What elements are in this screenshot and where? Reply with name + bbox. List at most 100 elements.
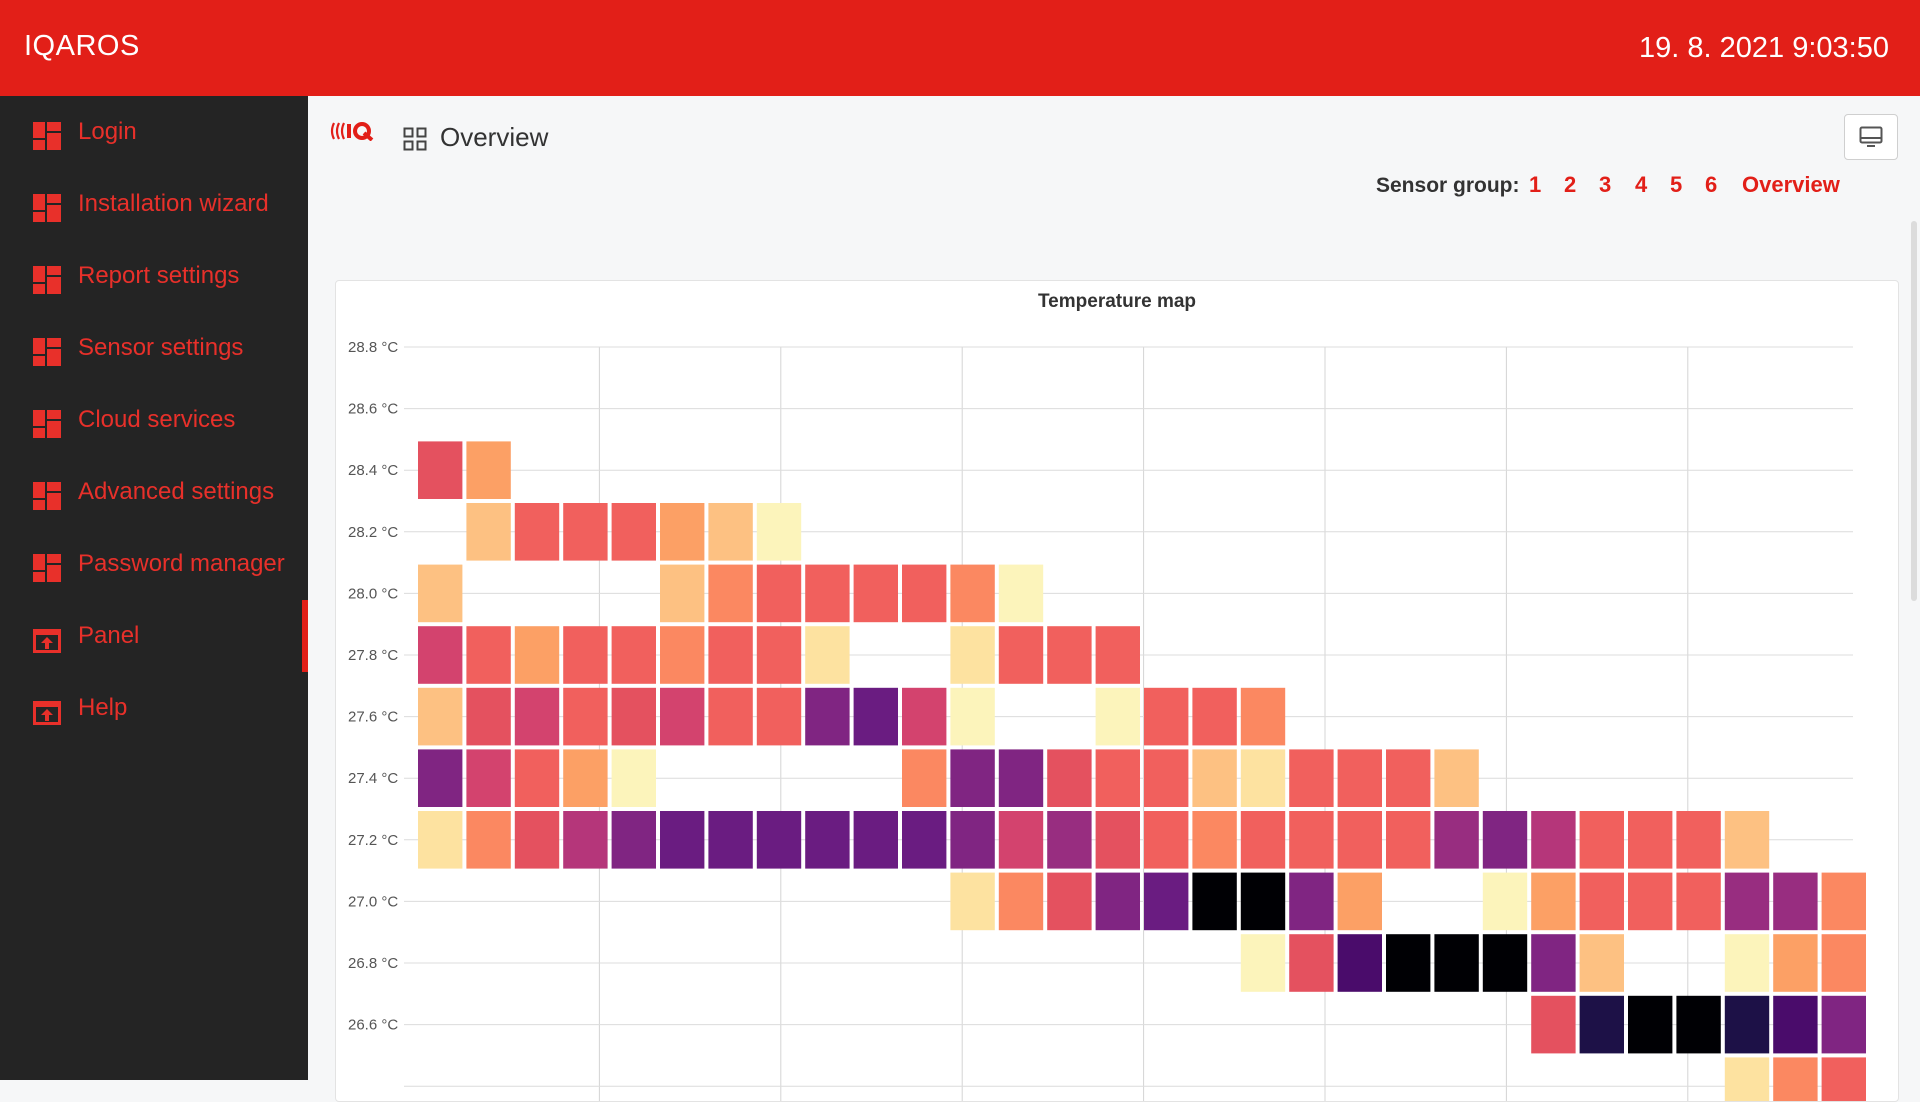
heatmap-cell — [611, 626, 656, 684]
sidebar-item-label: Sensor settings — [78, 334, 244, 361]
heatmap-cell — [1192, 749, 1237, 807]
active-indicator — [302, 600, 308, 672]
sensor-group-link-2[interactable]: 2 — [1564, 172, 1577, 197]
heatmap-cell — [1434, 749, 1479, 807]
sidebar-item-label: Login — [78, 118, 137, 145]
heatmap-cell — [1676, 872, 1721, 931]
heatmap-cell — [1337, 872, 1382, 931]
heatmap-cell — [1337, 934, 1382, 992]
heatmap-cell — [1773, 995, 1818, 1054]
heatmap-cell — [950, 749, 995, 807]
dashboard-icon — [33, 266, 61, 294]
heatmap-cell — [853, 811, 898, 869]
chart-title: Temperature map — [1037, 291, 1197, 312]
sidebar-item-advanced-settings[interactable]: Advanced settings — [0, 456, 308, 528]
heatmap-cell — [660, 811, 705, 869]
heatmap-cell — [1821, 934, 1866, 992]
y-tick-label: 27.4 °C — [348, 770, 398, 787]
heatmap-cell — [1337, 811, 1382, 869]
heatmap-cell — [1821, 872, 1866, 931]
heatmap-cell — [418, 626, 463, 684]
heatmap-cell — [418, 811, 463, 869]
heatmap-cell — [1240, 934, 1286, 992]
heatmap-cell — [1144, 749, 1189, 807]
heatmap-cell — [514, 503, 560, 561]
heatmap-cell — [1773, 934, 1818, 992]
heatmap-cell — [1095, 872, 1140, 931]
y-tick-label: 28.6 °C — [348, 401, 398, 418]
heatmap-cell — [998, 564, 1044, 623]
sidebar-item-sensor-settings[interactable]: Sensor settings — [0, 312, 308, 384]
heatmap-cell — [466, 749, 511, 807]
heatmap-cell — [1047, 626, 1092, 684]
sidebar-item-report-settings[interactable]: Report settings — [0, 240, 308, 312]
sidebar-item-label: Report settings — [78, 262, 240, 289]
heatmap-cell — [1289, 749, 1334, 807]
heatmap-cell — [1337, 749, 1382, 807]
heatmap-cell — [1821, 995, 1866, 1054]
dashboard-icon — [33, 482, 61, 510]
heatmap-cell — [756, 811, 802, 869]
sidebar-item-login[interactable]: Login — [0, 96, 308, 168]
heatmap-cell — [950, 564, 995, 623]
heatmap-cell — [563, 503, 608, 561]
main-content: Overview Sensor group: 1 2 3 4 5 6 Overv… — [308, 96, 1920, 1102]
heatmap-cell — [998, 811, 1044, 869]
heatmap-cell — [998, 749, 1044, 807]
heatmap-cell — [1482, 872, 1528, 931]
heatmap-cell — [1047, 749, 1092, 807]
sidebar-item-help[interactable]: Help — [0, 672, 308, 744]
sidebar-item-panel[interactable]: Panel — [0, 600, 308, 672]
scrollbar[interactable] — [1911, 221, 1917, 601]
heatmap-cell — [1047, 872, 1092, 931]
sidebar-item-password-manager[interactable]: Password manager — [0, 528, 308, 600]
heatmap-cell — [1724, 872, 1770, 931]
heatmap-cell — [1579, 934, 1624, 992]
heatmap-cell — [660, 564, 705, 623]
heatmap-cell — [708, 564, 753, 623]
monitor-button[interactable] — [1844, 114, 1898, 160]
heatmap-cell — [853, 687, 898, 746]
temperature-heatmap: 28.8 °C 28.6 °C 28.4 °C 28.2 °C 28.0 °C 27.8 … — [348, 339, 1866, 1101]
sensor-group-link-5[interactable]: 5 — [1670, 172, 1683, 197]
heatmap-cell — [1047, 811, 1092, 869]
heatmap-cell — [1724, 934, 1770, 992]
sidebar-item-label: Help — [78, 694, 128, 721]
heatmap-cell — [1724, 1057, 1770, 1101]
top-bar: IQAROS 19. 8. 2021 9:03:50 — [0, 0, 1920, 96]
heatmap-cell — [466, 687, 511, 746]
sensor-group-link-1[interactable]: 1 — [1529, 172, 1542, 197]
heatmap-cell — [1434, 934, 1479, 992]
dashboard-icon — [33, 122, 61, 150]
dashboard-icon — [33, 410, 61, 438]
heatmap-cell — [950, 872, 995, 931]
heatmap-cell — [1289, 872, 1334, 931]
heatmap-cell — [1192, 872, 1237, 931]
heatmap-cell — [805, 564, 850, 623]
heatmap-cell — [418, 564, 463, 623]
sidebar-item-cloud-services[interactable]: Cloud services — [0, 384, 308, 456]
heatmap-cell — [611, 749, 656, 807]
sensor-group-link-4[interactable]: 4 — [1635, 172, 1648, 197]
heatmap-cell — [1531, 934, 1576, 992]
sensor-group-link-overview[interactable]: Overview — [1742, 172, 1840, 197]
panel-icon — [33, 701, 61, 725]
heatmap-cell — [1773, 1057, 1818, 1101]
heatmap-cell — [514, 626, 560, 684]
sensor-group-link-3[interactable]: 3 — [1599, 172, 1612, 197]
heatmap-cell — [1531, 995, 1576, 1054]
heatmap-cell — [660, 503, 705, 561]
sensor-group-link-6[interactable]: 6 — [1705, 172, 1718, 197]
heatmap-cell — [1724, 995, 1770, 1054]
heatmap-cell — [708, 626, 753, 684]
grid-icon — [403, 127, 427, 151]
heatmap-cell — [950, 626, 995, 684]
heatmap-cell — [514, 811, 560, 869]
heatmap-cell — [1144, 687, 1189, 746]
heatmap-cell — [1579, 811, 1624, 869]
y-tick-label: 27.6 °C — [348, 709, 398, 726]
sidebar-item-installation-wizard[interactable]: Installation wizard — [0, 168, 308, 240]
heatmap-cell — [1386, 749, 1431, 807]
datetime-display: 19. 8. 2021 9:03:50 — [1639, 32, 1889, 64]
heatmap-cell — [1628, 872, 1673, 931]
